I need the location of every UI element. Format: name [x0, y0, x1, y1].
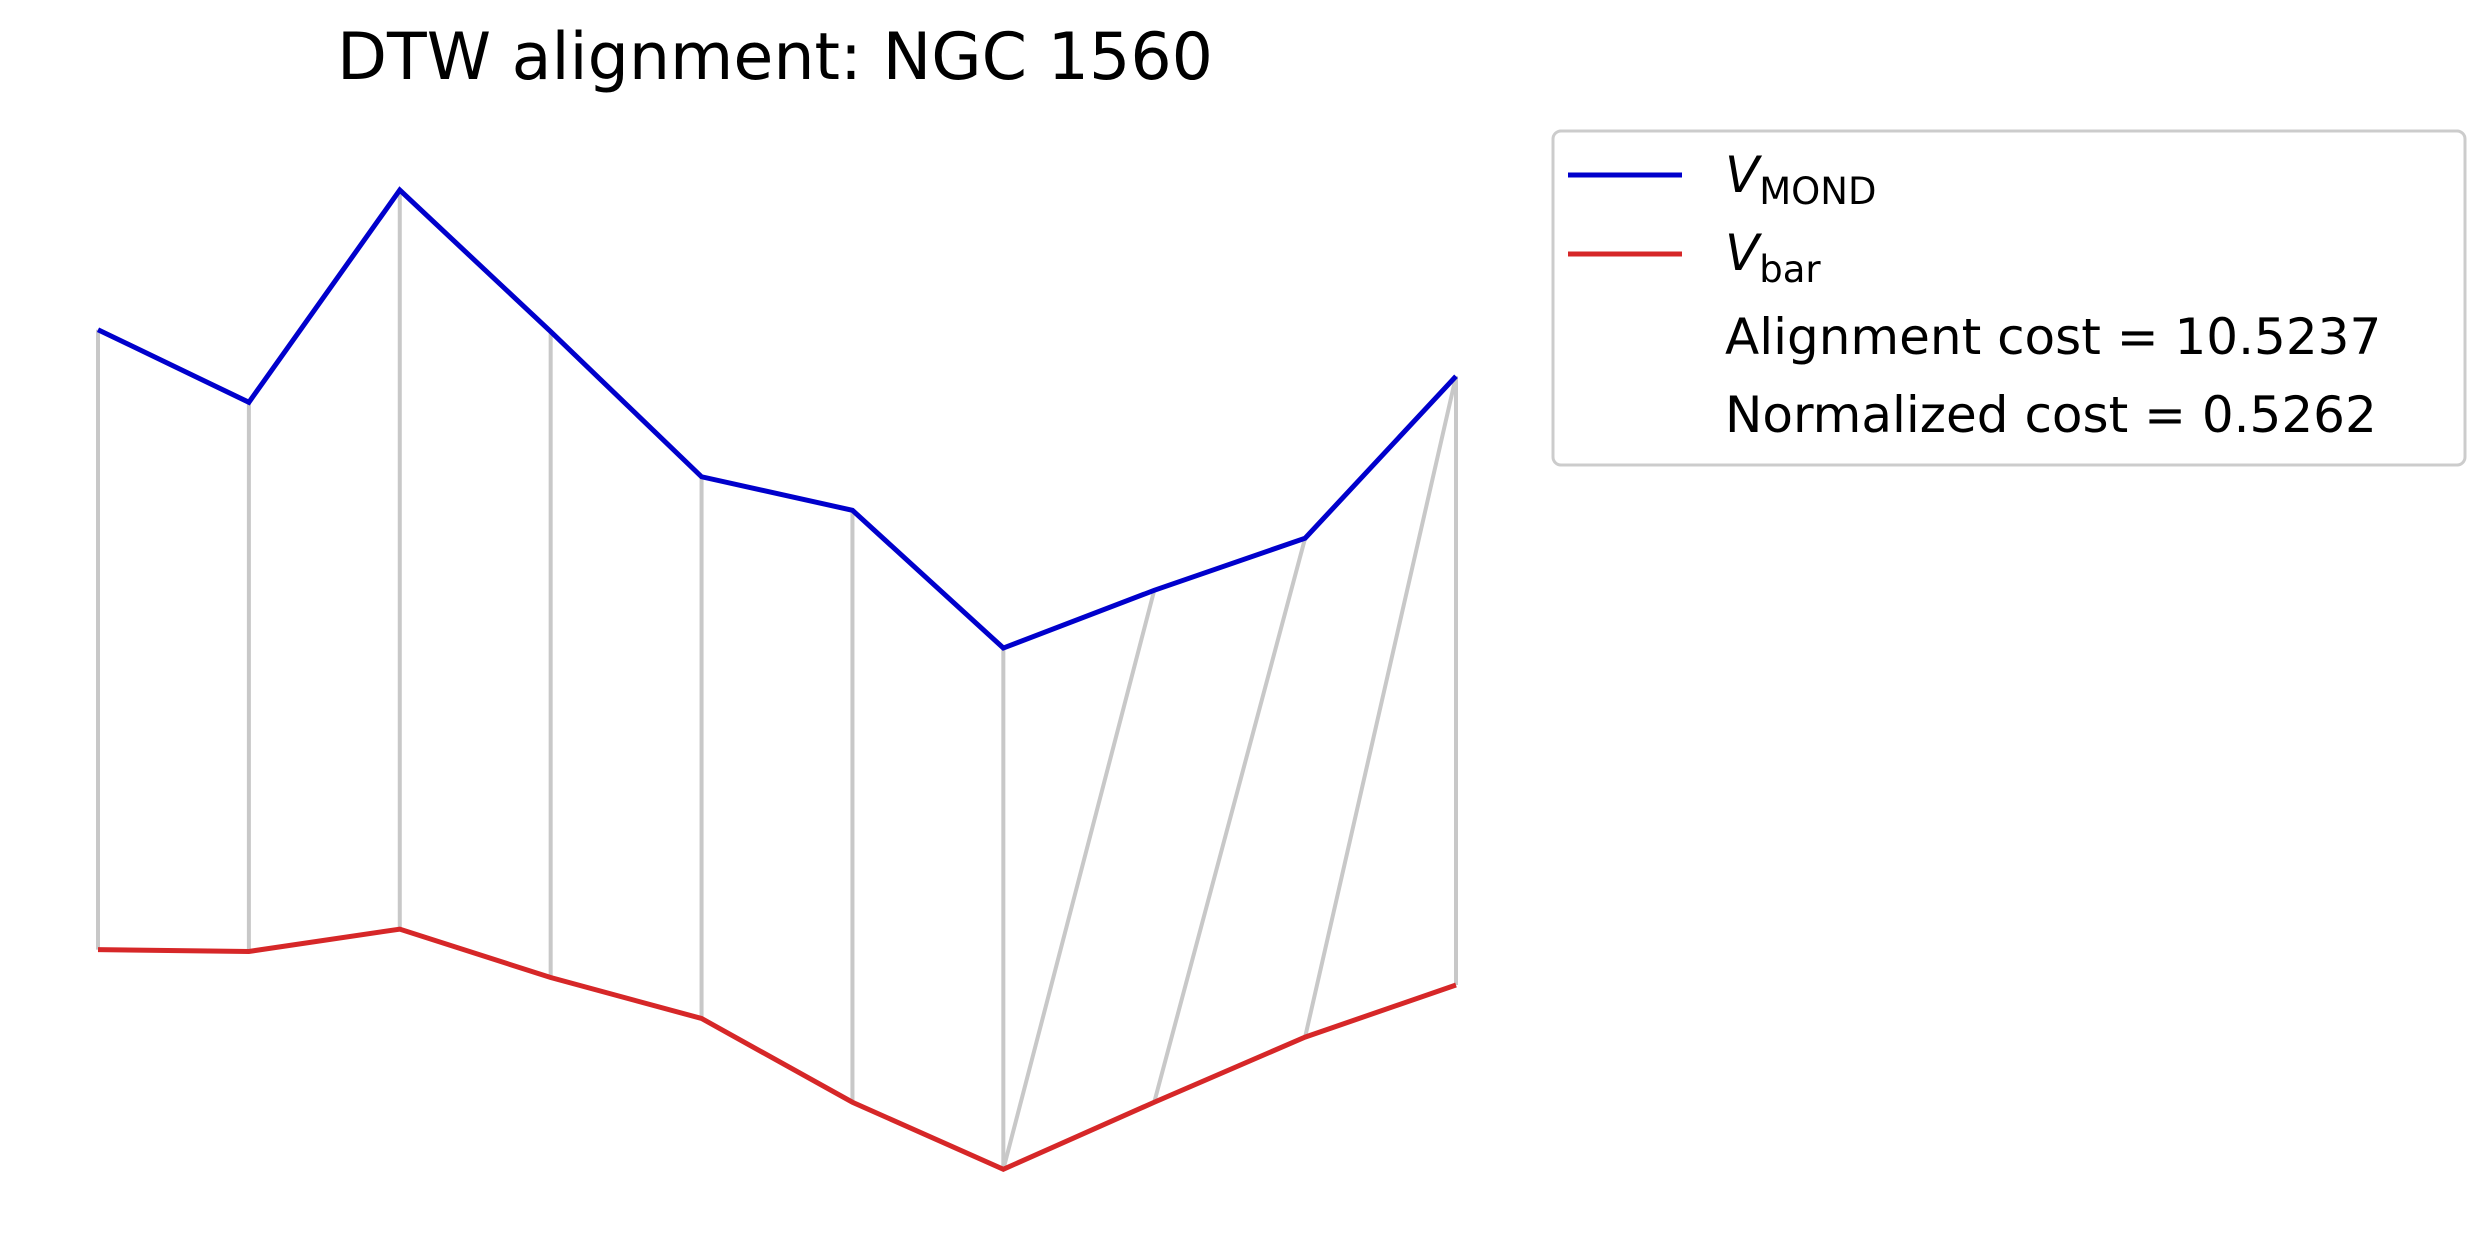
- alignment-line-9: [1303, 375, 1458, 1038]
- alignment-line-7: [1001, 589, 1157, 1170]
- series-line-mond: [96, 186, 1458, 651]
- legend-frame: [1551, 129, 2467, 467]
- alignment-lines: [96, 190, 1458, 1170]
- legend: VMOND Vbar Alignment cost = 10.5237 Norm…: [1551, 129, 2467, 467]
- alignment-line-8: [1152, 537, 1308, 1103]
- series-line-bar: [97, 926, 1457, 1172]
- legend-normalized-cost: Normalized cost = 0.5262: [1725, 386, 2377, 444]
- legend-bar-main: V: [1725, 224, 1763, 282]
- legend-alignment-cost: Alignment cost = 10.5237: [1725, 308, 2381, 366]
- legend-mond-label: VMOND: [1725, 146, 1876, 213]
- series-lines: [96, 186, 1458, 1172]
- legend-bar-label: Vbar: [1725, 224, 1821, 291]
- chart-title: DTW alignment: NGC 1560: [337, 20, 1213, 95]
- legend-mond-sub: MOND: [1759, 170, 1876, 213]
- legend-bar-sub: bar: [1759, 248, 1821, 291]
- legend-mond-main: V: [1725, 146, 1763, 204]
